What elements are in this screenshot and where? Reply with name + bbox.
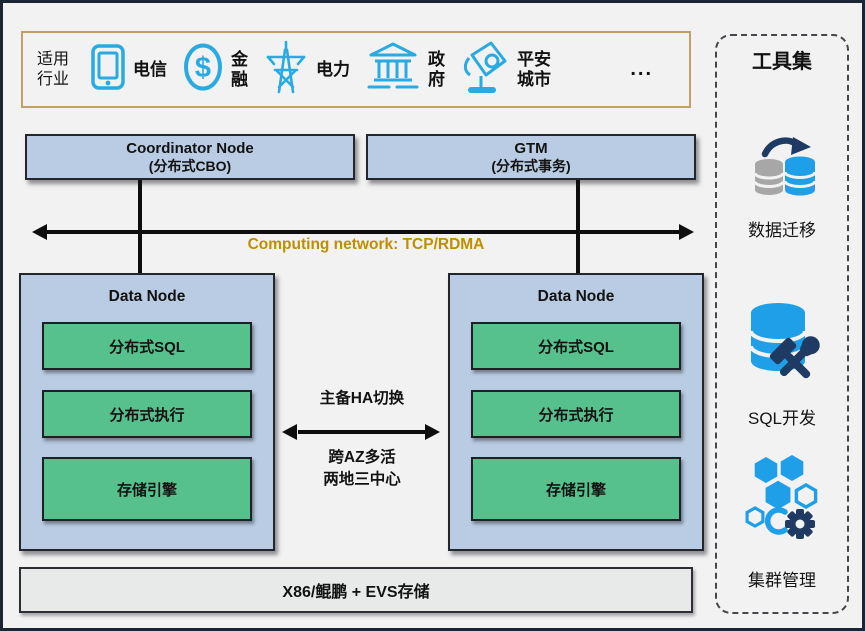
gtm-node-title: GTM [514,139,548,157]
cross-az-label: 跨AZ多活 [328,449,396,466]
coordinator-node-box: Coordinator Node (分布式CBO) [25,134,355,180]
layer-storage-engine: 存储引擎 [471,457,681,521]
industry-label: 政 府 [428,49,446,89]
computing-network-label: Computing network: TCP/RDMA [247,236,485,253]
data-migration-icon [745,136,819,205]
data-node-left: Data Node 分布式SQL 分布式执行 存储引擎 [19,273,275,551]
telecom-phone-icon [90,43,126,96]
sql-development-icon [744,298,820,393]
gtm-node-subtitle: (分布式事务) [491,157,571,174]
ha-switch-label: 主备HA切换 [319,390,405,407]
power-tower-icon [263,40,309,99]
industry-item-government: 政 府 [365,41,445,98]
gtm-connector-line [576,180,580,273]
computing-network-line [47,230,679,234]
cluster-management-icon [743,454,821,555]
layer-storage-engine: 存储引擎 [42,457,252,521]
industry-more-ellipsis: ... [630,58,653,80]
layer-distributed-execution: 分布式执行 [471,390,681,438]
layer-distributed-execution: 分布式执行 [42,390,252,438]
industry-item-finance: $ 金 融 [182,42,248,97]
industry-item-power: 电力 [263,40,350,99]
tool-cluster-management: 集群管理 [717,454,847,591]
toolset-title: 工具集 [752,51,812,73]
svg-text:$: $ [195,52,211,84]
data-node-right: Data Node 分布式SQL 分布式执行 存储引擎 [448,273,704,551]
data-node-title: Data Node [537,288,615,305]
industry-label: 电力 [316,59,351,79]
industry-item-safe-city: 平安 城市 [460,39,551,100]
industry-label: 金 融 [231,49,249,89]
ha-arrowhead-left-icon [282,424,297,440]
industry-item-telecom: 电信 [90,43,167,96]
tool-label: SQL开发 [747,409,817,428]
industry-bar: 适用 行业 电信 $ 金 融 [21,31,691,108]
industry-label: 电信 [133,59,168,79]
two-sites-label: 两地三中心 [323,471,401,488]
ha-arrow-line [298,430,425,434]
infrastructure-label: X86/鲲鹏 + EVS存储 [282,584,430,601]
tool-sql-development: SQL开发 [717,298,847,429]
network-arrowhead-left-icon [32,224,47,240]
tool-label: 集群管理 [748,571,816,590]
tool-label: 数据迁移 [748,221,816,240]
coordinator-node-title: Coordinator Node [126,139,254,157]
tool-data-migration: 数据迁移 [717,136,847,241]
layer-distributed-sql: 分布式SQL [42,322,252,370]
network-arrowhead-right-icon [679,224,694,240]
data-node-title: Data Node [108,288,186,305]
finance-dollar-icon: $ [182,42,224,97]
coordinator-connector-line [138,180,142,273]
industry-bar-caption: 适用 行业 [37,50,70,88]
coordinator-node-subtitle: (分布式CBO) [148,157,232,174]
ha-arrowhead-right-icon [425,424,440,440]
safe-city-camera-icon [460,39,510,100]
infrastructure-bar: X86/鲲鹏 + EVS存储 [19,567,693,613]
gtm-node-box: GTM (分布式事务) [366,134,696,180]
government-building-icon [365,41,421,98]
layer-distributed-sql: 分布式SQL [471,322,681,370]
toolset-panel: 工具集 [715,34,849,614]
industry-label: 平安 城市 [517,49,552,89]
